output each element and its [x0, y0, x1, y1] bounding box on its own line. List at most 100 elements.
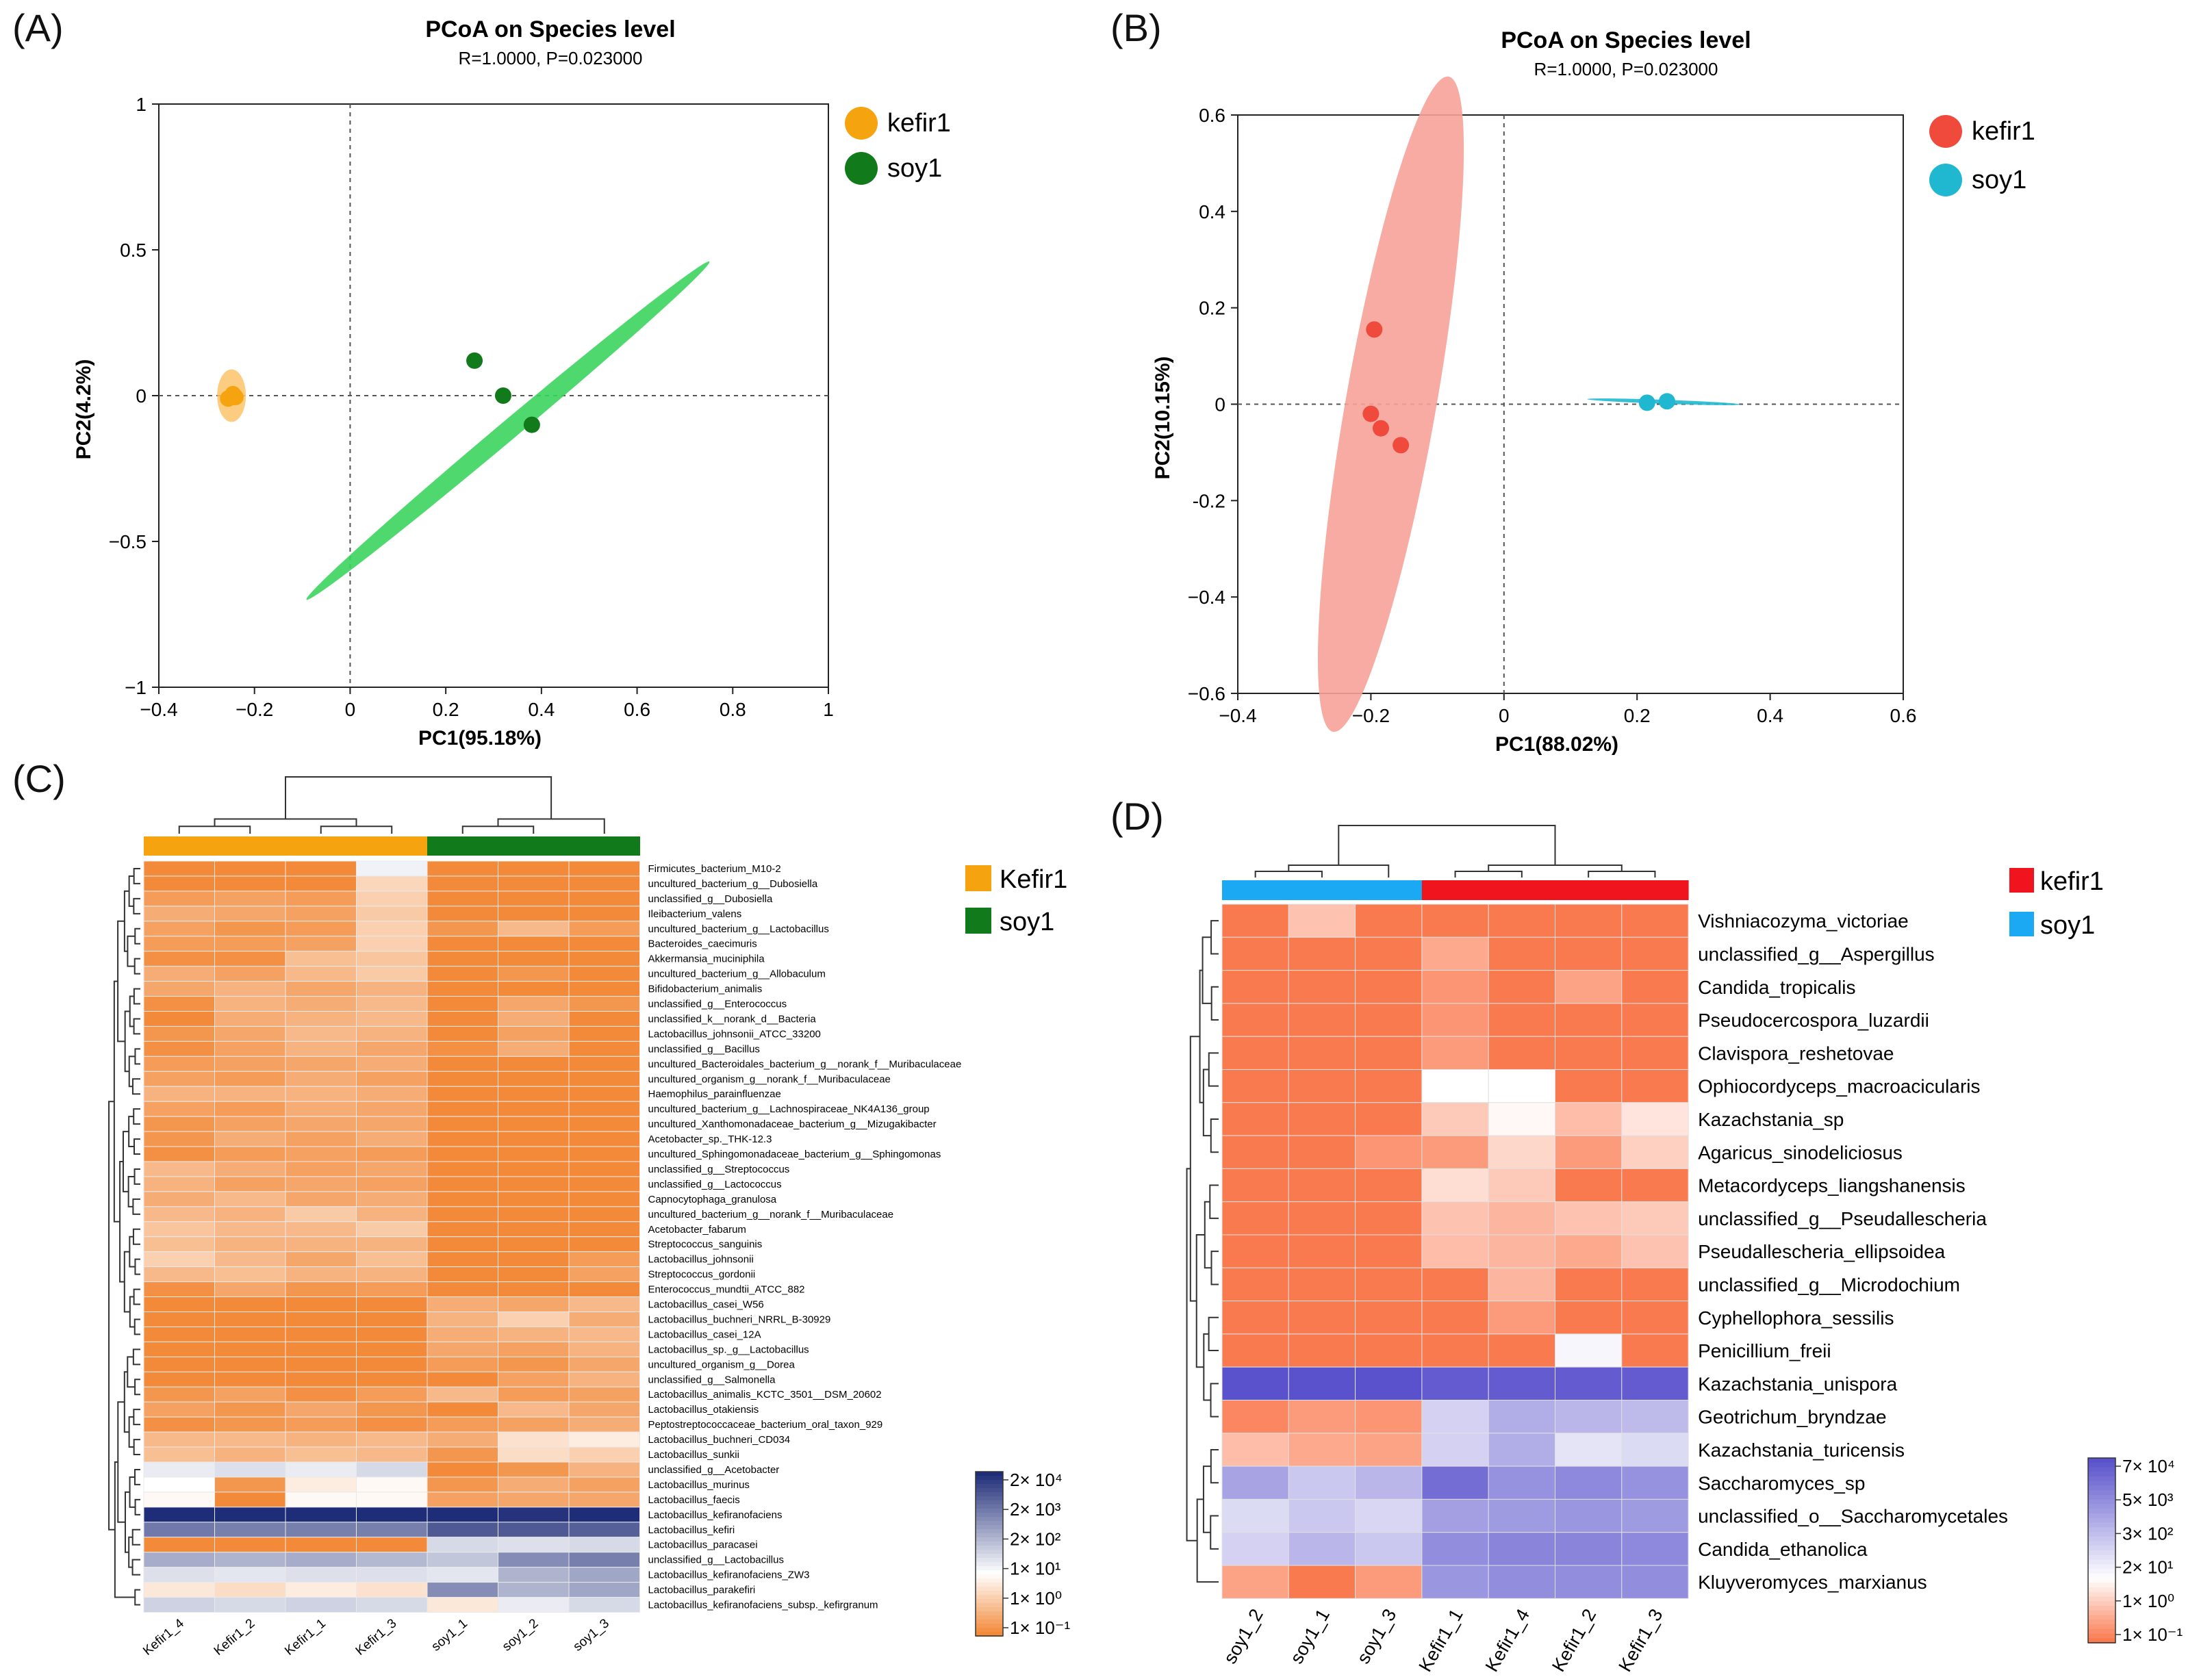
panel-d-row-label: Vishniacozyma_victoriae: [1698, 910, 1909, 932]
panel-d-heatmap-cell: [1421, 1168, 1489, 1203]
panel-c-colorbar-segment: [976, 1537, 1003, 1542]
panel-c-heatmap-cell: [285, 1537, 357, 1553]
panel-c-heatmap-cell: [143, 981, 215, 997]
panel-d-heatmap-cell: [1221, 1234, 1289, 1268]
panel-d-heatmap-cell: [1621, 1201, 1689, 1236]
panel-c-colorbar-segment: [976, 1624, 1003, 1628]
panel-c-heatmap-cell: [568, 1086, 640, 1102]
panel-c-heatmap-cell: [427, 860, 498, 877]
panel-c-heatmap-cell: [498, 966, 570, 982]
panel-c-heatmap-cell: [143, 1311, 215, 1327]
panel-d-colorbar-segment: [2088, 1564, 2115, 1570]
panel-c-heatmap-cell: [498, 1311, 570, 1327]
panel-c-row-dendrogram: [134, 927, 140, 945]
panel-a-legend-label-kefir1: kefir1: [887, 109, 951, 138]
panel-c-heatmap-cell: [568, 1011, 640, 1027]
panel-c-heatmap-cell: [568, 1296, 640, 1313]
panel-c-heatmap-cell: [214, 1281, 286, 1298]
panel-c-row-label: uncultured_Xanthomonadaceae_bacterium_g_…: [648, 1118, 937, 1130]
panel-b-y-tick-label: -0.2: [1193, 490, 1225, 511]
panel-c-row-dendrogram: [127, 935, 136, 967]
panel-c-row-label: Lactobacillus_johnsonii: [648, 1254, 754, 1266]
panel-c-heatmap-cell: [285, 1296, 357, 1313]
panel-d-heatmap-cell: [1288, 1069, 1356, 1103]
panel-d-colorbar-segment: [2088, 1596, 2115, 1602]
panel-c-heatmap-cell: [568, 1161, 640, 1177]
panel-d-heatmap-cell: [1621, 1433, 1689, 1467]
panel-c-heatmap-cell: [214, 1567, 286, 1583]
panel-c-colorbar-segment: [976, 1632, 1003, 1637]
panel-c-heatmap-cell: [214, 981, 286, 997]
panel-d-heatmap-cell: [1555, 1465, 1623, 1500]
panel-c-row-label: unclassified_g__Salmonella: [648, 1374, 776, 1385]
panel-c-heatmap-cell: [214, 875, 286, 892]
panel-d-row-dendrogram: [1208, 1052, 1219, 1087]
panel-c-heatmap-cell: [568, 860, 640, 877]
panel-c-row-dendrogram: [124, 1010, 130, 1073]
panel-c-row-dendrogram: [134, 1498, 140, 1515]
panel-a-x-tick-label: 0.6: [624, 699, 650, 720]
panel-d-colorbar-segment: [2088, 1532, 2115, 1537]
panel-c-heatmap-cell: [427, 1101, 498, 1117]
panel-c-heatmap-cell: [568, 1040, 640, 1057]
panel-d-colorbar-label: 1× 10⁻¹: [2122, 1624, 2183, 1645]
panel-d-heatmap-cell: [1488, 1069, 1555, 1103]
panel-c-row-dendrogram: [131, 1559, 140, 1576]
panel-d-heatmap-cell: [1488, 1201, 1555, 1236]
panel-d-column-dendrogram: [1488, 865, 1623, 871]
panel-c-heatmap-cell: [285, 1161, 357, 1177]
panel-c-heatmap-cell: [498, 1086, 570, 1102]
panel-c-heatmap-cell: [427, 1567, 498, 1583]
panel-c-heatmap-cell: [568, 1341, 640, 1357]
panel-d-legend-label-soy1: soy1: [2040, 911, 2095, 940]
panel-c-heatmap-cell: [498, 1597, 570, 1613]
panel-d-heatmap-cell: [1555, 1532, 1623, 1566]
panel-d-heatmap-cell: [1221, 1366, 1289, 1400]
panel-c-heatmap-cell: [143, 1597, 215, 1613]
panel-d-row-label: Metacordyceps_liangshanensis: [1698, 1175, 1966, 1196]
panel-d-heatmap-cell: [1288, 1003, 1356, 1037]
panel-c-heatmap-cell: [568, 1236, 640, 1253]
panel-c-heatmap-cell: [143, 1266, 215, 1283]
panel-c-row-label: uncultured_Bacteroidales_bacterium_g__no…: [648, 1058, 962, 1070]
panel-c-heatmap-cell: [285, 1116, 357, 1132]
panel-d-column-label: Kefir1_1: [1414, 1605, 1466, 1675]
panel-c-column-label: Kefir1_3: [353, 1616, 400, 1659]
panel-d-row-dendrogram: [1210, 986, 1219, 1021]
panel-c-row-label: Lactobacillus_kefiri: [648, 1524, 735, 1536]
panel-c-row-label: Lactobacillus_paracasei: [648, 1539, 758, 1551]
panel-d-heatmap-cell: [1555, 1234, 1623, 1268]
panel-a-y-tick-label: 0: [136, 385, 147, 407]
panel-c-heatmap-cell: [285, 1055, 357, 1072]
panel-d-heatmap-cell: [1221, 970, 1289, 1004]
panel-c-colorbar-segment: [976, 1603, 1003, 1608]
panel-c-heatmap-cell: [214, 1416, 286, 1433]
panel-d-colorbar-segment: [2088, 1578, 2115, 1584]
panel-c-heatmap-cell: [498, 1582, 570, 1598]
panel-c-colorbar-segment: [976, 1505, 1003, 1509]
panel-c-heatmap-cell: [498, 996, 570, 1012]
panel-c-heatmap-cell: [285, 1011, 357, 1027]
panel-d-heatmap-cell: [1288, 1532, 1356, 1566]
panel-c-heatmap-cell: [143, 1552, 215, 1568]
panel-c-heatmap-cell: [214, 1311, 286, 1327]
panel-d-heatmap-cell: [1221, 1301, 1289, 1335]
panel-c-heatmap-cell: [356, 1356, 428, 1372]
panel-c-heatmap-cell: [356, 1431, 428, 1448]
panel-c-row-label: uncultured_bacterium_g__Lachnospiraceae_…: [648, 1103, 930, 1115]
panel-d-heatmap-cell: [1555, 936, 1623, 971]
panel-d-row-label: Candida_ethanolica: [1698, 1539, 1868, 1560]
panel-c-colorbar-segment: [976, 1591, 1003, 1596]
panel-c-heatmap-cell: [568, 1281, 640, 1298]
panel-a-legend-marker-kefir1: [845, 107, 878, 140]
panel-d-column-label: soy1_2: [1219, 1605, 1267, 1667]
panel-c-heatmap-cell: [498, 1492, 570, 1508]
panel-c-heatmap-cell: [143, 1492, 215, 1508]
panel-c-row-label: Lactobacillus_kefiranofaciens_subsp._kef…: [648, 1600, 878, 1611]
panel-d-heatmap-cell: [1288, 1036, 1356, 1070]
panel-c-heatmap-cell: [285, 1371, 357, 1387]
panel-b-point-soy1: [1638, 394, 1655, 411]
panel-c-heatmap-cell: [427, 966, 498, 982]
panel-c-heatmap-cell: [427, 1386, 498, 1403]
panel-c-heatmap-cell: [356, 1341, 428, 1357]
